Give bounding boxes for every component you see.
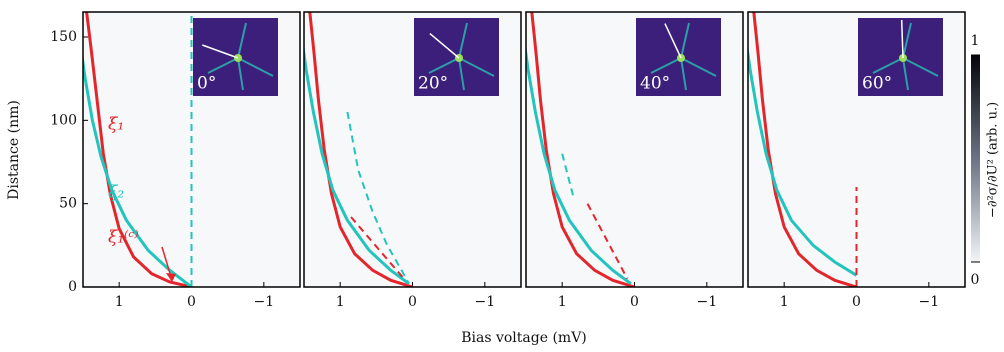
x-tick-label: 0 [630, 294, 639, 310]
x-tick-label: 0 [852, 294, 861, 310]
x-axis-label: Bias voltage (mV) [461, 330, 587, 346]
colorbar [971, 55, 980, 262]
inset-label: 60° [862, 74, 892, 94]
x-tick-label: 0 [408, 294, 417, 310]
y-tick-label: 0 [68, 279, 77, 295]
y-tick-label: 150 [50, 29, 77, 45]
inset-label: 40° [640, 74, 670, 94]
x-tick-label: −1 [919, 294, 940, 310]
annotation: ξ₁⁽ᶜ⁾ [108, 228, 139, 248]
x-tick-label: 1 [780, 294, 789, 310]
inset-label: 0° [197, 74, 216, 94]
x-tick-label: −1 [697, 294, 718, 310]
annotation: ξ₁ [108, 115, 124, 135]
x-tick-label: −1 [254, 294, 275, 310]
colorbar-tick-label: 1 [971, 33, 980, 49]
x-tick-label: 1 [336, 294, 345, 310]
colorbar-label: −∂²σ/∂U² (arb. u.) [986, 102, 1001, 218]
x-tick-label: −1 [475, 294, 496, 310]
y-tick-label: 100 [50, 112, 77, 128]
colorbar-tick-label: 0 [971, 272, 980, 288]
figure: 10−10501001500°ξ₁ξ₂ξ₁⁽ᶜ⁾Distance (nm)10−… [0, 0, 1004, 348]
inset-label: 20° [418, 74, 448, 94]
y-tick-label: 50 [59, 196, 77, 212]
x-tick-label: 1 [115, 294, 124, 310]
y-axis-label: Distance (nm) [6, 100, 22, 200]
x-tick-label: 1 [558, 294, 567, 310]
x-tick-label: 0 [187, 294, 196, 310]
annotation: ξ₂ [108, 183, 124, 203]
